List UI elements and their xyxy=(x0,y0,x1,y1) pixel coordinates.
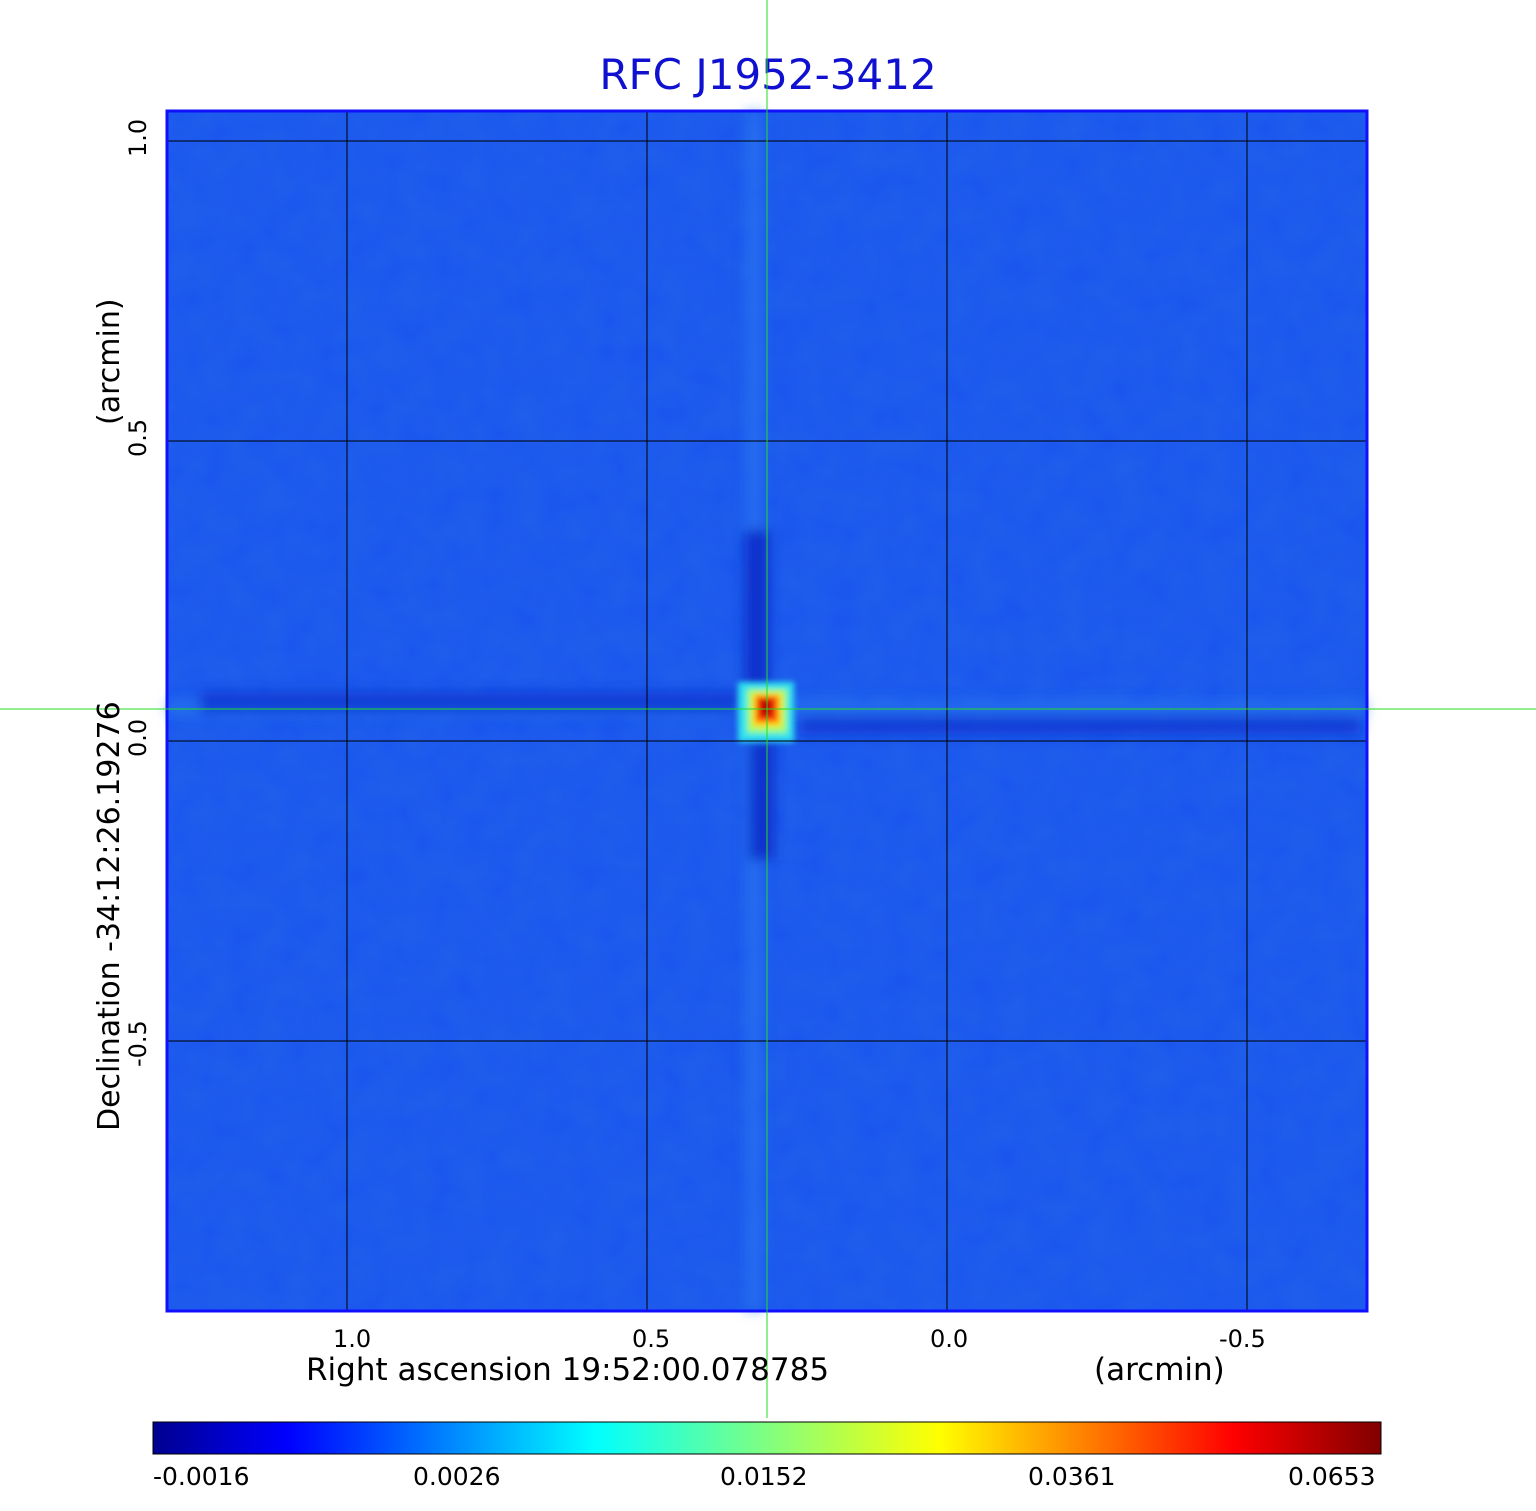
colorbar xyxy=(152,1421,1382,1455)
y-tick-label: -0.5 xyxy=(124,1020,152,1067)
y-tick-label: 1.0 xyxy=(124,118,152,157)
colorbar-tick-label: 0.0653 xyxy=(1288,1462,1376,1491)
x-axis-label: Right ascension 19:52:00.078785 xyxy=(306,1352,830,1388)
x-axis-unit: (arcmin) xyxy=(1094,1352,1225,1388)
y-tick-label: 0.0 xyxy=(124,718,152,757)
x-tick-label: 1.0 xyxy=(333,1325,372,1353)
y-axis-label: Declination -34:12:26.19276 xyxy=(92,701,127,1131)
colorbar-tick-label: -0.0016 xyxy=(153,1462,250,1491)
sidelobes xyxy=(167,111,1367,1311)
y-tick-label: 0.5 xyxy=(124,418,152,457)
x-tick-label: 0.5 xyxy=(632,1325,671,1353)
colorbar-tick-label: 0.0361 xyxy=(1028,1462,1116,1491)
x-tick-label: 0.0 xyxy=(930,1325,969,1353)
y-axis-unit: (arcmin) xyxy=(92,298,127,425)
x-tick-label: -0.5 xyxy=(1219,1325,1266,1353)
colorbar-tick-label: 0.0152 xyxy=(720,1462,808,1491)
colorbar-tick-label: 0.0026 xyxy=(413,1462,501,1491)
chart-title: RFC J1952-3412 xyxy=(599,50,937,99)
source-blob xyxy=(738,682,794,742)
crosshair xyxy=(0,0,1536,1418)
